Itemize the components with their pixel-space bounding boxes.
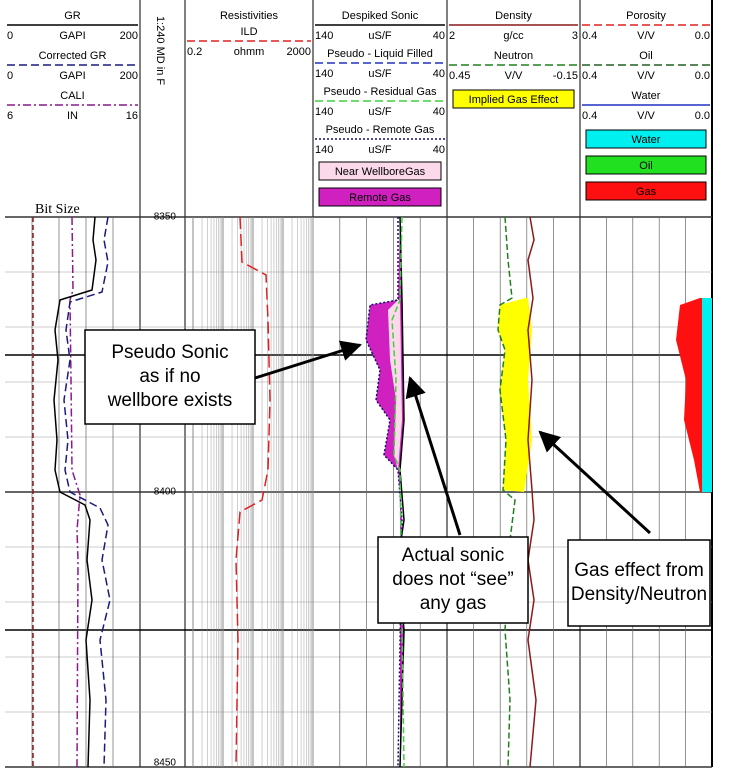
legend-box [585,181,707,201]
scale-unit: V/V [637,110,655,122]
scale-min: 140 [315,106,333,118]
callout-text: as if no [139,366,200,387]
scale-unit: uS/F [368,30,392,42]
scale-min: 0 [7,30,13,42]
remote-gas-curve [365,217,403,768]
scale-unit: uS/F [368,68,392,80]
track-title: Resistivities [220,10,279,22]
scale-unit: IN [67,110,78,122]
scale-max: 200 [120,30,138,42]
curve-name: Pseudo - Residual Gas [323,86,437,98]
legend-label: Remote Gas [349,192,411,204]
legend-box [452,89,575,109]
bit-size-label: Bit Size [35,202,80,217]
scale-unit: V/V [637,70,655,82]
scale-min: 0.4 [582,30,597,42]
legend-label: Water [632,134,661,146]
scale-max: 40 [433,144,445,156]
scale-max: 2000 [287,46,311,58]
curve-name: Corrected GR [39,50,107,62]
callout-box [377,536,529,624]
scale-min: 140 [315,30,333,42]
scale-unit: V/V [505,70,523,82]
callout-text: wellbore exists [107,390,233,411]
residual-gas-curve [391,216,405,768]
scale-unit: uS/F [368,144,392,156]
curve-name: GR [64,10,81,22]
scale-min: 0.4 [582,110,597,122]
depth-label: 8450 [154,758,177,769]
callout-text: Density/Neutron [571,584,707,605]
scale-max: 0.0 [695,110,710,122]
callout-text: Gas effect from [574,560,704,581]
scale-max: 200 [120,70,138,82]
callout-text: does not “see” [392,569,513,590]
neutron-curve [497,216,516,768]
scale-max: 3 [572,30,578,42]
scale-min: 6 [7,110,13,122]
scale-max: 16 [126,110,138,122]
density-curve [527,216,537,768]
curve-name: Pseudo - Liquid Filled [327,48,433,60]
scale-unit: GAPI [59,30,85,42]
curve-name: ILD [240,26,257,38]
legend-box [318,187,442,207]
scale-max: 0.0 [695,30,710,42]
scale-max: -0.15 [553,70,578,82]
scale-min: 140 [315,144,333,156]
scale-label: 1:240 MD in F [154,16,166,85]
scale-min: 0.4 [582,70,597,82]
scale-max: 40 [433,106,445,118]
callout-text: Actual sonic [402,545,504,566]
log-grid [5,0,713,768]
gas-effect-fill [498,298,532,492]
curve-name: Density [495,10,532,22]
water-fill [702,298,712,492]
curve-name: Pseudo - Remote Gas [326,124,435,136]
near-wellbore-gas-fill [388,300,402,470]
legend-label: Near WellboreGas [335,166,426,178]
callout-box [567,539,711,627]
curve-name: Neutron [494,50,533,62]
scale-min: 2 [449,30,455,42]
cali-curve [69,216,81,768]
depth-label: 8350 [154,212,177,223]
callout-text: any gas [420,593,487,614]
curve-name: Oil [639,50,652,62]
depth-label: 8400 [154,487,177,498]
scale-min: 140 [315,68,333,80]
legend-label: Gas [636,186,657,198]
legend-box [585,129,707,149]
scale-unit: GAPI [59,70,85,82]
curve-name: Porosity [626,10,666,22]
curve-name: Despiked Sonic [342,10,419,22]
scale-unit: g/cc [503,30,524,42]
scale-min: 0.45 [449,70,470,82]
callout-arrows [254,340,652,536]
corrected-gr-curve [63,216,111,768]
scale-unit: ohmm [234,46,265,58]
legend-box [318,161,442,181]
scale-min: 0 [7,70,13,82]
curve-name: Water [632,90,661,102]
legend-label: Implied Gas Effect [469,94,559,106]
ild-curve [235,216,271,768]
legend-label: Oil [639,160,652,172]
curves [32,216,712,768]
scale-max: 0.0 [695,70,710,82]
scale-max: 40 [433,68,445,80]
curve-name: CALI [60,90,84,102]
scale-unit: V/V [637,30,655,42]
callout-text: Pseudo Sonic [111,342,228,363]
scale-unit: uS/F [368,106,392,118]
scale-min: 0.2 [187,46,202,58]
callout-box [84,329,256,425]
callouts: Pseudo Sonic as if no wellbore exists Actua… [84,329,711,627]
gr-curve [53,216,97,768]
scale-max: 40 [433,30,445,42]
legend-box [585,155,707,175]
